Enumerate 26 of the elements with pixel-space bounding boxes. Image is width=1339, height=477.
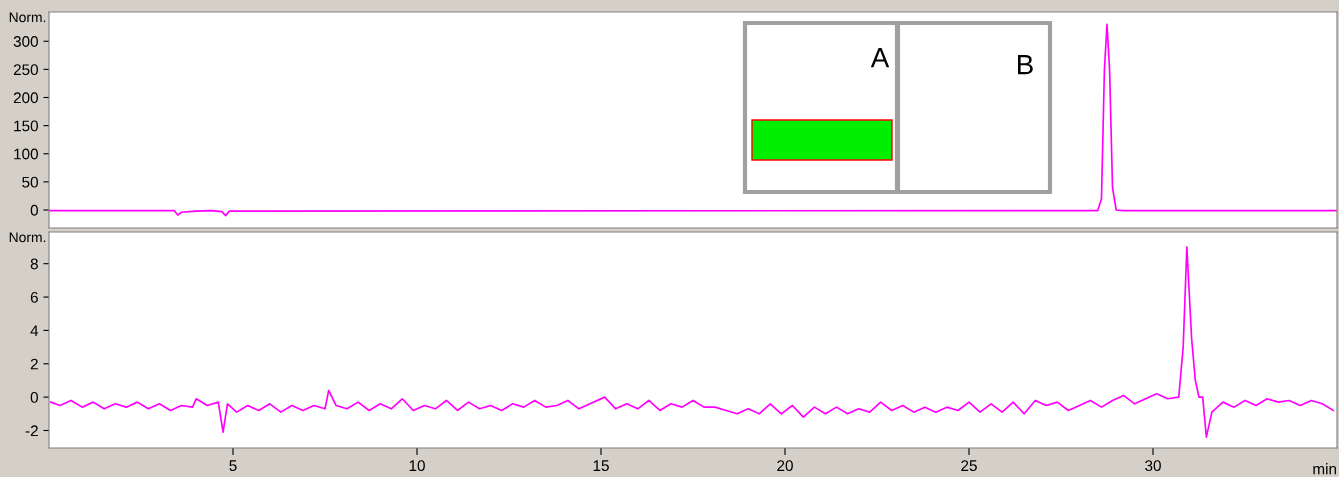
x-tick-label: 25 — [961, 460, 977, 472]
y-tick-label: 50 — [22, 176, 38, 188]
y-tick-label: 150 — [14, 120, 38, 132]
y-tick-label: -2 — [25, 425, 38, 437]
y-tick-label: 6 — [30, 291, 38, 303]
x-tick-label: 5 — [229, 460, 237, 472]
y-tick-label: 0 — [30, 392, 38, 403]
x-tick-label: 15 — [593, 460, 609, 472]
y-tick-label: 4 — [30, 325, 39, 336]
x-tick-label: 20 — [777, 460, 793, 472]
y-tick-label: 8 — [30, 258, 38, 270]
annotation: A — [870, 48, 890, 68]
y-tick-label: 100 — [14, 148, 38, 160]
y-tick-label: 200 — [13, 92, 38, 104]
y-tick-label: 250 — [13, 64, 38, 76]
x-axis-title: min — [1313, 463, 1337, 475]
y-axis-title: Norm. — [9, 12, 46, 23]
y-tick-label: 300 — [13, 36, 38, 47]
y-axis-title: Norm. — [9, 232, 46, 243]
x-tick-label: 30 — [1145, 460, 1161, 472]
line-series — [49, 23, 1337, 217]
y-tick-label: 2 — [30, 358, 38, 370]
x-tick-label: 10 — [409, 460, 425, 472]
line-series — [50, 246, 1335, 438]
annotation: B — [1018, 55, 1033, 75]
y-tick-label: 0 — [30, 204, 38, 216]
